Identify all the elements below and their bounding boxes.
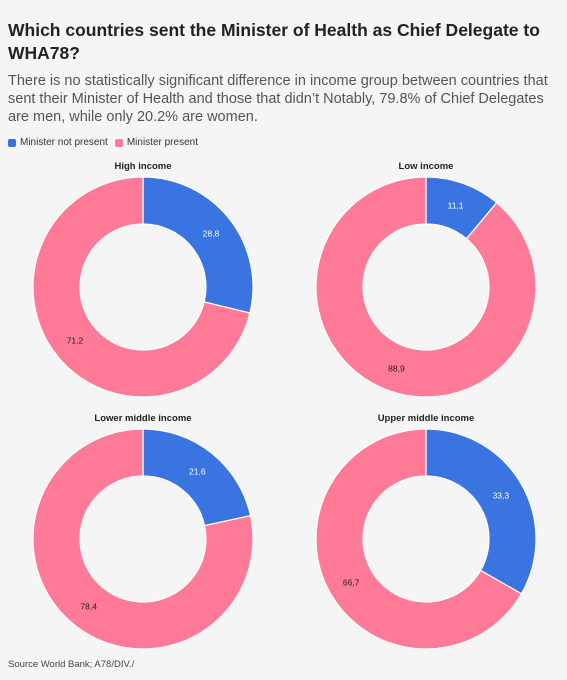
donut-high-income: 28,8 71,2 [32,176,254,398]
legend: Minister not present Minister present [8,137,205,148]
panel-title-upper-middle-income: Upper middle income [377,413,475,424]
panel-title-lower-middle-income: Lower middle income [94,413,192,424]
slice-low-income-present [315,176,537,398]
legend-item-not-present: Minister not present [8,137,108,148]
slice-label-high-income-not-present: 28,8 [203,229,220,239]
legend-label-not-present: Minister not present [20,137,108,148]
donut-upper-middle-income: 33,3 66,7 [315,428,537,650]
donut-lower-middle-income: 21,6 78,4 [32,428,254,650]
legend-item-present: Minister present [114,137,198,148]
slice-label-lower-middle-income-present: 78,4 [80,601,97,611]
slice-high-income-not-present [142,176,254,314]
panel-title-low-income: Low income [398,161,454,172]
slice-label-lower-middle-income-not-present: 21,6 [189,467,206,477]
slice-lower-middle-income-present [32,428,254,650]
slice-label-upper-middle-income-present: 66,7 [343,577,360,587]
donut-low-income: 11,1 88,9 [315,176,537,398]
legend-label-present: Minister present [126,137,198,148]
slice-upper-middle-income-present [315,428,523,650]
slice-upper-middle-income-not-present [425,428,537,595]
legend-swatch-not-present [8,138,16,147]
slice-label-low-income-present: 88,9 [388,363,405,373]
slice-label-upper-middle-income-not-present: 33,3 [493,491,510,501]
legend-swatch-present [114,138,123,147]
slice-label-high-income-present: 71,2 [67,335,84,345]
slice-high-income-present [32,176,251,398]
chart-subtitle: There is no statistically significant di… [8,73,548,125]
source-note: Source World Bank; A78/DIV./ [8,659,135,670]
slice-lower-middle-income-not-present [142,428,252,527]
panel-title-high-income: High income [114,161,172,172]
slice-label-low-income-not-present: 11,1 [448,201,464,211]
chart-title: Which countries sent the Minister of Hea… [8,20,540,63]
